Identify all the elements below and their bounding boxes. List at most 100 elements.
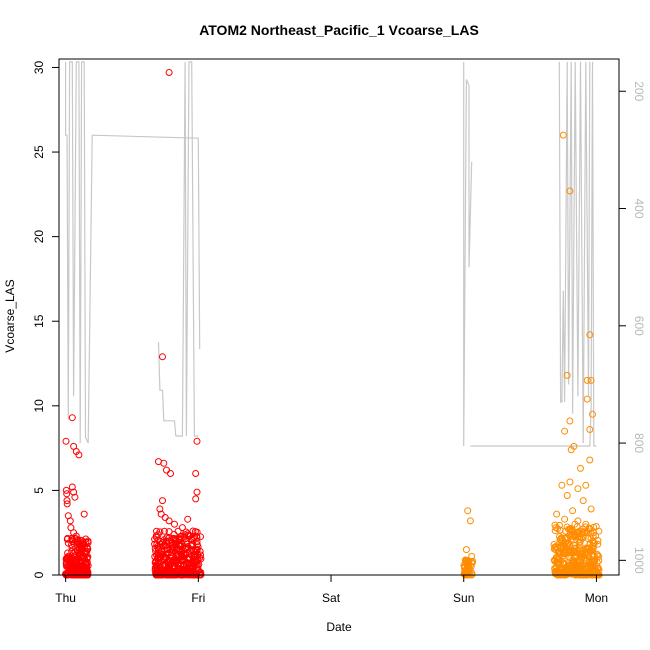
cluster-point (186, 565, 194, 573)
cluster-point (156, 528, 164, 536)
cluster-point (559, 559, 567, 567)
cluster-point (162, 537, 170, 545)
cluster-point (552, 524, 560, 532)
cluster-point (577, 561, 584, 569)
data-point-red-26 (167, 470, 174, 477)
secondary-y-axis: 200 400 600 800 1000 (619, 81, 646, 574)
data-point-orange-31 (582, 520, 590, 528)
cluster-point (72, 559, 79, 567)
y-tick-label-30: 30 (32, 60, 46, 74)
data-point-orange-10 (587, 376, 595, 384)
cluster-point (174, 552, 182, 560)
data-point-orange-27 (569, 507, 577, 515)
data-point-orange-36 (590, 529, 598, 537)
altitude-line-segment-4 (558, 61, 591, 444)
altitude-line-segment-2 (463, 61, 473, 447)
cluster-point (558, 534, 566, 542)
cluster-point (594, 551, 602, 559)
cluster-point (161, 546, 169, 554)
data-point-red-10 (70, 488, 78, 496)
data-point-red-43 (181, 544, 189, 552)
cluster-point (152, 559, 160, 567)
cluster-point (170, 557, 178, 565)
cluster-point (66, 560, 74, 568)
data-point-orange-32 (565, 525, 573, 533)
data-point-orange-30 (574, 517, 582, 525)
data-point-red-44 (188, 546, 196, 554)
cluster-point (586, 559, 594, 567)
data-point-red-30 (192, 495, 200, 503)
data-points-layer (62, 69, 598, 565)
altitude-line-segment-3 (470, 61, 597, 447)
cluster-point (151, 544, 159, 552)
cluster-point (187, 567, 195, 575)
y-tick-label-25: 25 (32, 145, 46, 159)
cluster-point (556, 521, 563, 529)
cluster-point (570, 566, 577, 574)
y2-tick-label-800: 800 (632, 433, 646, 453)
data-point-orange-20 (566, 478, 574, 486)
data-point-red-42 (176, 541, 184, 548)
cluster-point (576, 556, 584, 564)
cluster-point (184, 554, 192, 562)
chart-title: ATOM2 Northeast_Pacific_1 Vcoarse_LAS (199, 22, 479, 38)
data-point-red-39 (189, 527, 197, 535)
data-point-red-32 (156, 505, 164, 513)
cluster-point (591, 564, 599, 572)
data-point-red-25 (163, 466, 170, 474)
cluster-point (74, 547, 82, 555)
data-point-red-14 (66, 517, 74, 525)
cluster-point (590, 539, 598, 547)
cluster-point (165, 528, 173, 536)
data-point-orange-26 (587, 505, 595, 513)
data-point-red-38 (184, 515, 192, 523)
cluster-point (461, 569, 468, 577)
data-point-orange-4 (465, 558, 473, 565)
cluster-point (161, 541, 169, 549)
data-point-red-24 (160, 459, 168, 467)
y-axis: 0 5 10 15 20 25 30 (32, 60, 59, 578)
cluster-point (68, 541, 75, 549)
data-point-red-29 (193, 488, 201, 496)
x-tick-label-fri: Fri (191, 591, 205, 605)
cluster-point (582, 570, 590, 578)
data-point-orange-19 (577, 464, 584, 472)
data-point-orange-12 (589, 410, 596, 418)
data-point-orange-23 (558, 481, 566, 489)
cluster-point (83, 554, 91, 562)
altitude-line-layer (64, 61, 597, 447)
cluster-point (75, 545, 83, 553)
data-point-orange-1 (466, 517, 474, 525)
data-point-red-28 (192, 470, 200, 477)
cluster-point (71, 563, 79, 571)
y-tick-label-5: 5 (32, 487, 46, 494)
cluster-point (194, 567, 202, 575)
dense-point-layer (62, 520, 603, 579)
data-point-orange-0 (464, 507, 472, 515)
cluster-point (557, 535, 564, 543)
data-point-red-5 (62, 486, 70, 494)
cluster-point (179, 556, 187, 564)
data-point-orange-11 (583, 395, 591, 403)
cluster-point (168, 544, 176, 552)
cluster-point (571, 542, 579, 549)
cluster-point (160, 570, 168, 578)
cluster-point (466, 566, 474, 574)
cluster-point (595, 527, 603, 535)
y-axis-label: Vcoarse_LAS (3, 279, 17, 352)
data-point-orange-25 (579, 497, 587, 505)
y2-tick-label-200: 200 (632, 81, 646, 101)
altitude-line-segment-0 (64, 61, 201, 444)
x-axis-label: Date (326, 620, 352, 634)
data-point-red-12 (80, 510, 88, 518)
y-tick-label-20: 20 (32, 230, 46, 244)
cluster-point (556, 570, 564, 578)
data-point-orange-15 (586, 426, 594, 433)
cluster-point (82, 558, 90, 566)
data-point-red-35 (165, 517, 173, 525)
cluster-point (182, 528, 190, 536)
data-point-red-37 (178, 524, 186, 532)
cluster-point (557, 542, 565, 550)
data-point-orange-18 (586, 456, 594, 464)
